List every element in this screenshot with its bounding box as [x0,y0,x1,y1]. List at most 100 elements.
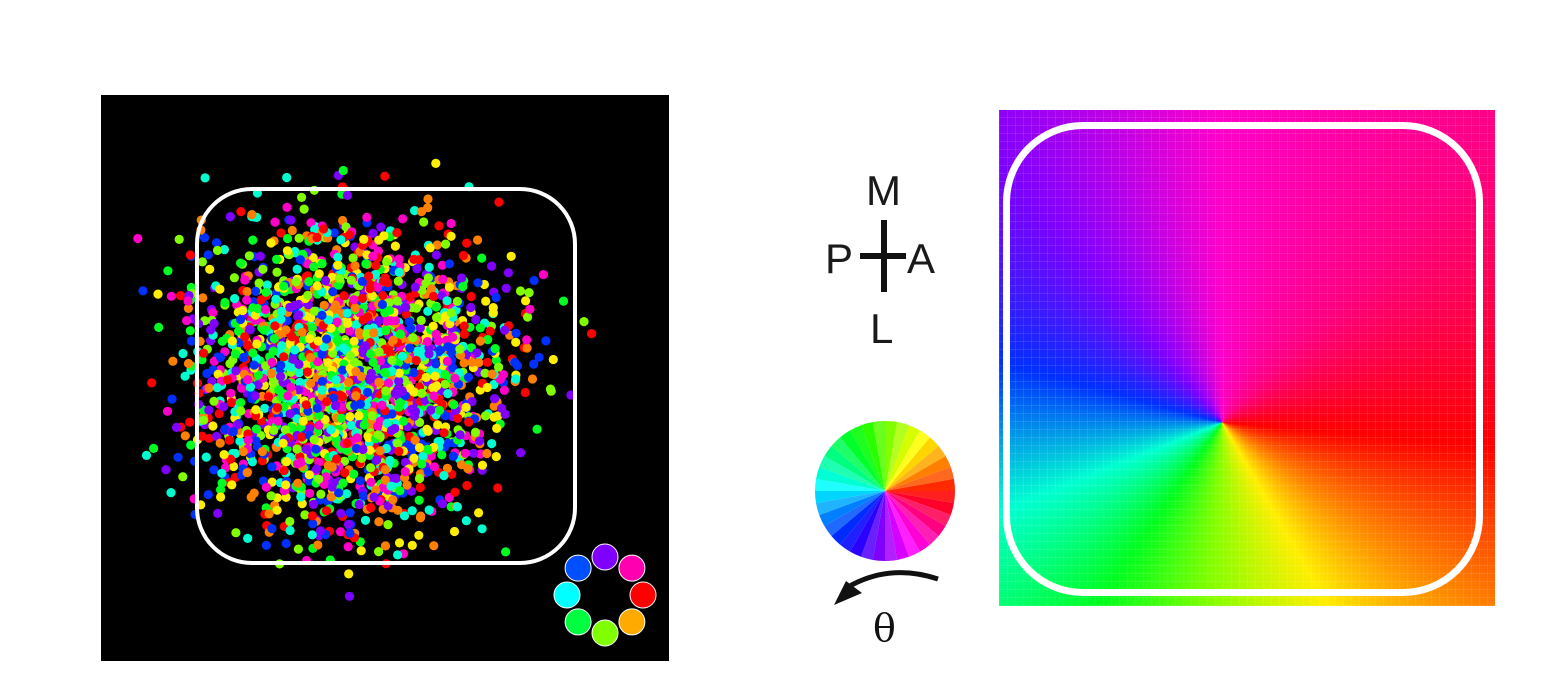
cell-dot [378,291,388,301]
cell-dot [257,447,267,457]
cell-dot [243,435,253,445]
cell-dot [303,290,313,300]
cell-dot [386,481,396,491]
cell-dot [408,333,418,343]
cell-dot [409,453,419,463]
cell-dot [482,448,492,459]
cell-dot [414,473,425,484]
cell-dot [387,409,397,419]
cell-dot [238,447,248,457]
cell-dot [511,337,521,347]
cell-dot [375,416,385,426]
cell-dot [449,526,460,537]
cell-dot [301,444,311,454]
cell-dot [397,351,408,361]
cell-dot [248,235,258,245]
cell-dot [483,335,493,345]
color-wheel-wedge [816,467,885,491]
cell-dot [287,332,297,342]
cell-dot [382,418,392,428]
cell-dot [254,278,264,288]
color-wheel-wedge [872,491,885,561]
cell-dot [270,321,280,331]
cell-dot [276,360,286,370]
cell-dot [487,261,497,271]
cell-dot [402,480,412,490]
cell-scatter-panel [101,95,669,661]
cell-dot [267,357,277,367]
color-wheel-wedge [872,421,885,491]
cell-dot [437,450,447,460]
cell-dot [238,305,248,316]
cell-dot [243,375,253,385]
cell-dot [482,357,492,367]
cell-dot [345,508,355,518]
cell-dot [280,425,290,435]
cell-dot [336,235,346,245]
cell-dot [320,276,331,286]
legend-dot [591,619,619,647]
cell-dot [357,293,367,304]
cell-dot [365,284,375,294]
cell-dot [328,287,338,297]
cell-dot [428,291,439,301]
cell-dot [475,336,485,346]
cell-dot [473,235,483,245]
cell-dot [437,499,447,509]
cell-dot [174,234,184,244]
cell-dot [391,473,401,483]
cell-dot [411,355,421,366]
color-wheel-wedge [815,491,885,504]
cell-dot [249,488,259,498]
cell-dot [276,228,286,238]
cell-dot [199,233,210,243]
cell-dot [278,438,288,448]
color-wheel-wedge [861,422,885,491]
cell-dot [266,369,277,379]
cell-dot [313,540,323,550]
cell-dot [349,336,359,346]
cell-dot [366,463,376,473]
cell-dot [294,368,304,378]
color-wheel-wedge [815,478,885,491]
cell-dot [338,343,348,353]
cell-dot [242,287,252,297]
orientation-cross-bar [860,253,906,259]
cell-dot [399,511,410,521]
cell-dot [394,538,405,548]
cell-dot [394,402,404,412]
cell-dot [423,194,433,204]
cell-dot [162,406,173,416]
cell-dot [482,382,492,393]
cell-dot [244,251,254,261]
cell-dot [176,291,186,301]
cell-dot [368,228,378,238]
cell-dot [332,454,342,464]
cell-dot [412,264,422,274]
cell-dot [452,296,462,306]
cell-dot [263,392,274,402]
cell-dot [209,318,219,329]
cell-dot [308,253,318,263]
cell-dot [272,267,282,277]
cell-dot [349,469,359,479]
cell-dot [350,303,360,313]
cell-dot [440,379,450,389]
cell-dot [253,370,263,380]
cell-dot [359,420,369,430]
cell-dot [371,260,381,271]
cell-dot [422,444,432,454]
cell-dot [358,491,368,501]
cell-dot [432,313,442,323]
cell-dot [197,431,207,441]
color-wheel-wedge [885,425,920,491]
cell-dot [287,225,297,236]
cell-dot [300,510,310,520]
cell-dot [494,362,504,372]
cell-dot [281,538,291,549]
cell-dot [336,413,346,423]
cell-dot [227,480,237,490]
cell-dot [138,286,148,296]
cell-dot [304,334,315,344]
cell-dot [309,435,319,445]
